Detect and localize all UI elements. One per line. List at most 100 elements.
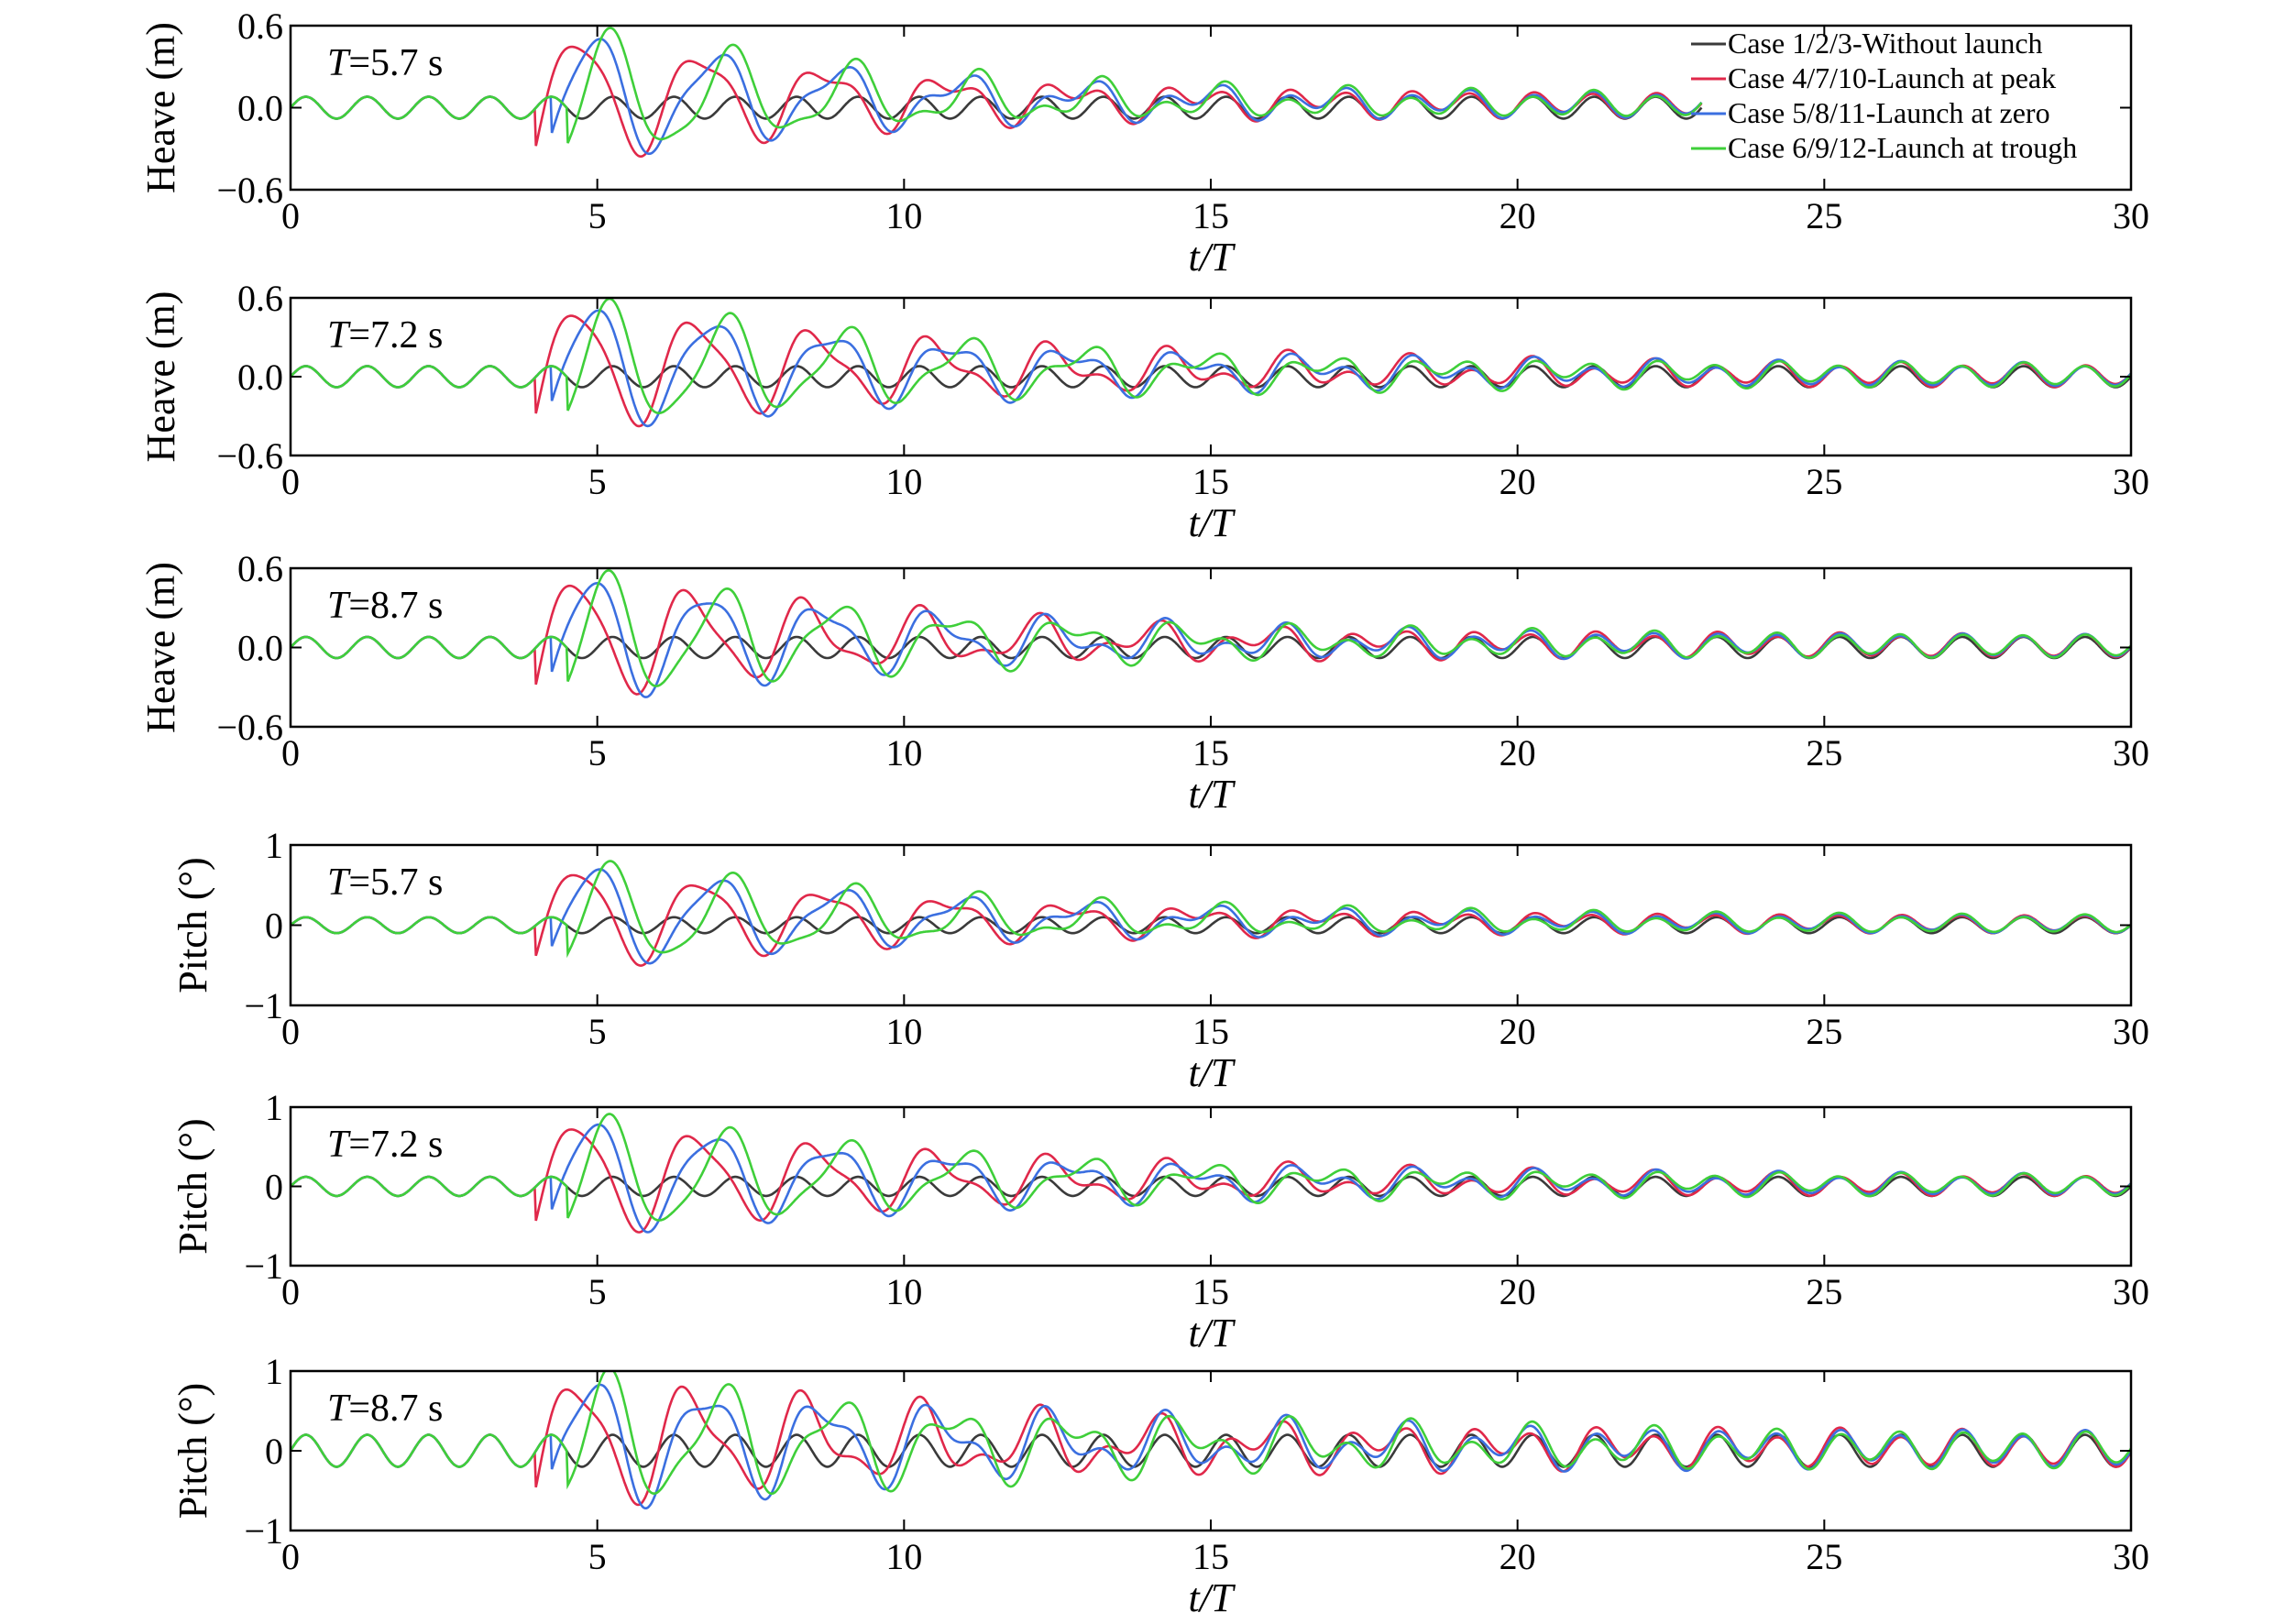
y-tick-label: −1 xyxy=(244,1245,283,1287)
x-tick-label: 15 xyxy=(1192,1271,1229,1312)
x-tick-label: 15 xyxy=(1192,461,1229,502)
x-tick-label: 15 xyxy=(1192,732,1229,774)
y-tick-label: 1 xyxy=(265,1351,283,1392)
x-tick-label: 0 xyxy=(281,1536,300,1577)
x-axis-label: t/T xyxy=(1189,772,1236,817)
period-annotation: T=7.2 s xyxy=(327,1124,443,1166)
y-axis-label: Heave (m) xyxy=(138,291,183,463)
legend-entry-2: Case 4/7/10-Launch at peak xyxy=(1728,61,2056,94)
x-tick-label: 25 xyxy=(1806,1271,1842,1312)
x-tick-label: 10 xyxy=(885,732,922,774)
series-line-5-4 xyxy=(291,1113,2131,1222)
y-tick-label: 0.6 xyxy=(237,548,283,589)
y-tick-label: −1 xyxy=(244,985,283,1026)
y-tick-label: 0 xyxy=(265,905,283,947)
period-annotation: T=8.7 s xyxy=(327,585,443,627)
y-axis-label: Pitch (°) xyxy=(170,1118,215,1254)
y-tick-label: −1 xyxy=(244,1510,283,1552)
x-tick-label: 5 xyxy=(588,1271,607,1312)
series-line-2-3 xyxy=(291,309,2131,428)
x-tick-label: 0 xyxy=(281,1271,300,1312)
chart-panel-2: 0 5 10 15 20 25 30 0.6 0.0 −0.6 t/T Heave (m) T=7.2 … xyxy=(138,278,2149,545)
x-tick-label: 10 xyxy=(885,1536,922,1577)
y-tick-label: −0.6 xyxy=(216,170,283,211)
x-tick-label: 10 xyxy=(885,195,922,236)
y-tick-label: 0 xyxy=(265,1431,283,1472)
x-tick-label: 15 xyxy=(1192,1011,1229,1052)
series-line-1-4 xyxy=(291,27,1703,144)
y-tick-label: −0.6 xyxy=(216,435,283,477)
x-axis-label: t/T xyxy=(1189,1575,1236,1620)
period-annotation: T=5.7 s xyxy=(327,42,443,84)
x-tick-label: 30 xyxy=(2113,461,2149,502)
y-tick-label: 0 xyxy=(265,1167,283,1208)
period-annotation: T=8.7 s xyxy=(327,1388,443,1430)
x-axis-label: t/T xyxy=(1189,235,1236,280)
y-tick-label: 1 xyxy=(265,1087,283,1128)
y-tick-label: −0.6 xyxy=(216,707,283,748)
x-tick-label: 25 xyxy=(1806,1536,1842,1577)
x-tick-label: 30 xyxy=(2113,1271,2149,1312)
series-line-2-4 xyxy=(291,298,2131,414)
x-tick-label: 30 xyxy=(2113,1011,2149,1052)
y-axis-label: Heave (m) xyxy=(138,22,183,193)
x-tick-label: 20 xyxy=(1500,1271,1536,1312)
x-tick-label: 5 xyxy=(588,1011,607,1052)
x-tick-label: 0 xyxy=(281,195,300,236)
series-line-3-4 xyxy=(291,568,2131,687)
x-tick-label: 25 xyxy=(1806,461,1842,502)
y-tick-label: 0.6 xyxy=(237,278,283,319)
series-line-4-1 xyxy=(291,916,2131,935)
legend-entry-1: Case 1/2/3-Without launch xyxy=(1728,27,2043,60)
x-tick-label: 25 xyxy=(1806,1011,1842,1052)
x-tick-label: 20 xyxy=(1500,1536,1536,1577)
legend-entry-4: Case 6/9/12-Launch at trough xyxy=(1728,131,2077,164)
y-tick-label: 0.6 xyxy=(237,5,283,47)
x-tick-label: 0 xyxy=(281,461,300,502)
x-tick-label: 20 xyxy=(1500,732,1536,774)
y-tick-label: 0.0 xyxy=(237,88,283,129)
y-axis-label: Pitch (°) xyxy=(170,857,215,993)
x-tick-label: 20 xyxy=(1500,195,1536,236)
x-tick-label: 5 xyxy=(588,1536,607,1577)
x-axis-label: t/T xyxy=(1189,1050,1236,1095)
series-line-6-4 xyxy=(291,1371,2131,1496)
x-tick-label: 25 xyxy=(1806,732,1842,774)
series-line-5-3 xyxy=(291,1123,2131,1234)
legend-entry-3: Case 5/8/11-Launch at zero xyxy=(1728,96,2050,129)
x-tick-label: 5 xyxy=(588,461,607,502)
x-tick-label: 5 xyxy=(588,732,607,774)
series-line-4-4 xyxy=(291,860,2131,959)
x-tick-label: 20 xyxy=(1500,461,1536,502)
chart-panel-3: 0 5 10 15 20 25 30 0.6 0.0 −0.6 t/T Heave (m) T=8.7 … xyxy=(138,548,2149,817)
y-tick-label: 0.0 xyxy=(237,628,283,669)
x-tick-label: 10 xyxy=(885,1011,922,1052)
series-line-6-2 xyxy=(291,1385,2131,1507)
x-tick-label: 0 xyxy=(281,732,300,774)
x-tick-label: 30 xyxy=(2113,195,2149,236)
x-tick-label: 10 xyxy=(885,1271,922,1312)
series-line-1-3 xyxy=(291,38,1703,156)
x-tick-label: 15 xyxy=(1192,195,1229,236)
chart-panel-1: 0 5 10 15 20 25 30 0.6 0.0 −0.6 t/T Heave (m) T=5.7 … xyxy=(138,5,2149,280)
x-tick-label: 20 xyxy=(1500,1011,1536,1052)
x-tick-label: 5 xyxy=(588,195,607,236)
period-annotation: T=7.2 s xyxy=(327,314,443,357)
period-annotation: T=5.7 s xyxy=(327,861,443,904)
y-axis-label: Heave (m) xyxy=(138,562,183,733)
y-tick-label: 1 xyxy=(265,825,283,866)
x-axis-label: t/T xyxy=(1189,1311,1236,1355)
y-tick-label: 0.0 xyxy=(237,357,283,398)
x-tick-label: 10 xyxy=(885,461,922,502)
x-tick-label: 15 xyxy=(1192,1536,1229,1577)
x-axis-label: t/T xyxy=(1189,500,1236,545)
x-tick-label: 25 xyxy=(1806,195,1842,236)
series-line-3-2 xyxy=(291,584,2131,696)
y-axis-label: Pitch (°) xyxy=(170,1383,215,1519)
x-tick-label: 30 xyxy=(2113,1536,2149,1577)
